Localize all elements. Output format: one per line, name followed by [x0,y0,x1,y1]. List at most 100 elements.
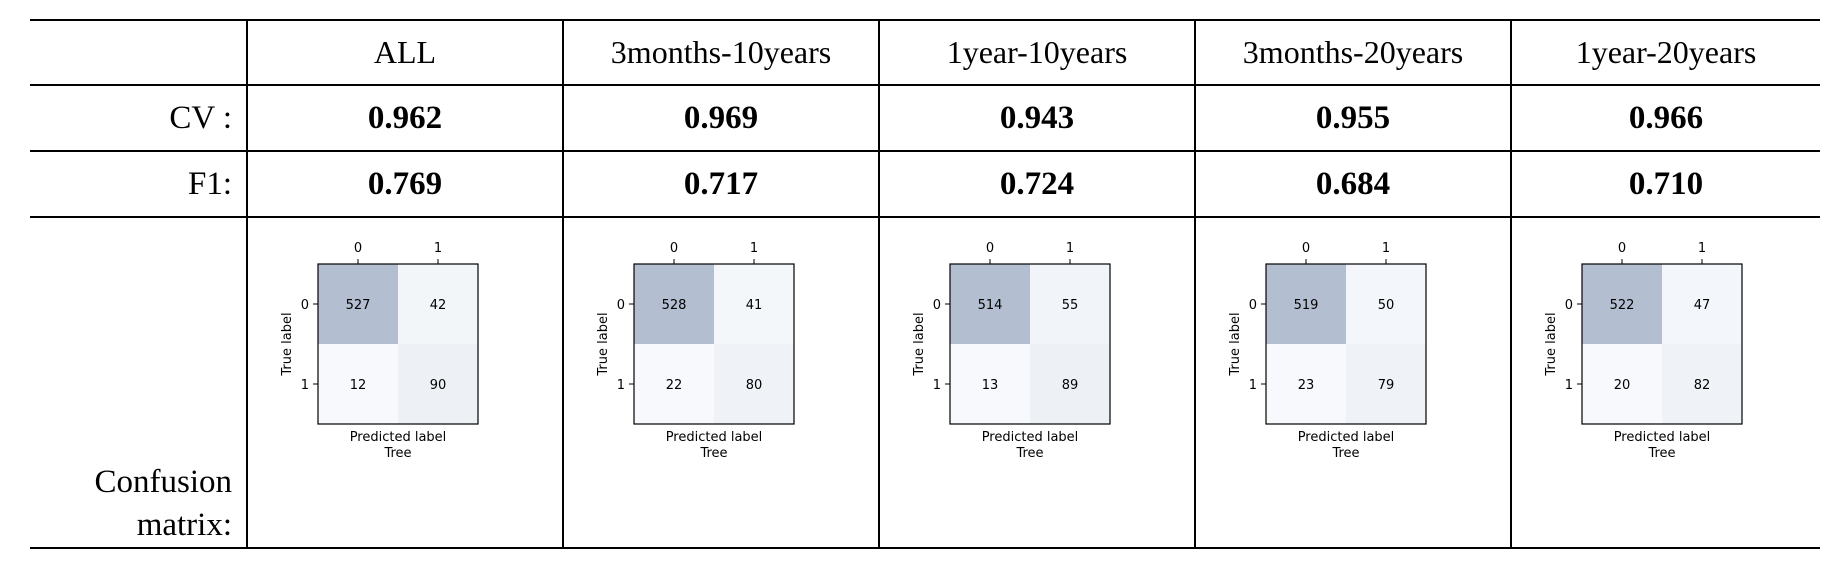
y-tick-label: 0 [617,298,625,313]
matrix-cell [398,264,478,344]
matrix-cell [714,344,794,424]
x-tick-label: 1 [750,241,758,256]
matrix-cell-value: 47 [1694,298,1711,313]
matrix-cell-value: 42 [430,298,447,313]
cv-value: 0.943 [999,99,1075,136]
matrix-cell-value: 22 [666,378,683,393]
matrix-cell-value: 55 [1062,298,1079,313]
y-axis-label: True label [280,312,295,376]
f1-value: 0.724 [999,165,1075,202]
confusion-matrix-1y-10y: 514 55 13 89 0 1 0 1 Predicted label Tree True lab… [880,218,1194,547]
matrix-cell-value: 23 [1298,378,1315,393]
confusion-matrix-3m-10y: 528 41 22 80 0 1 0 1 Predicted label Tree True lab… [564,218,878,547]
y-tick-label: 0 [1249,298,1257,313]
matrix-cell [318,264,398,344]
confusion-matrix-3m-20y: 519 50 23 79 0 1 0 1 Predicted label Tree True lab… [1196,218,1510,547]
matrix-cell-value: 90 [430,378,447,393]
matrix-cell-value: 528 [662,298,687,313]
rule-top [30,19,1820,21]
y-axis-label: True label [1228,312,1243,376]
matrix-cell [950,344,1030,424]
matrix-cell-value: 20 [1614,378,1631,393]
matrix-cell [398,344,478,424]
rule-bottom [30,547,1820,549]
col-divider [1510,19,1512,549]
column-header-1y-20y: 1year-20years [1575,34,1757,70]
x-axis-label: Predicted label [350,430,447,445]
matrix-cell-value: 82 [1694,378,1711,393]
x-tick-label: 0 [670,241,678,256]
matrix-frame [1265,263,1427,425]
y-tick-label: 1 [1249,378,1257,393]
y-tick-label: 1 [301,378,309,393]
matrix-cell [1346,264,1426,344]
chart-title: Tree [1015,446,1043,461]
column-header-all: ALL [373,34,437,70]
y-tick-label: 1 [1565,378,1573,393]
matrix-cell-value: 514 [978,298,1003,313]
matrix-cell-value: 80 [746,378,763,393]
x-tick-label: 0 [354,241,362,256]
y-axis-label: True label [912,312,927,376]
column-header-3m-10y: 3months-10years [610,34,832,70]
y-axis-label: True label [596,312,611,376]
matrix-cell [634,344,714,424]
x-axis-label: Predicted label [982,430,1079,445]
x-axis-label: Predicted label [666,430,763,445]
f1-value: 0.710 [1628,165,1704,202]
matrix-cell-value: 50 [1378,298,1395,313]
matrix-cell [1346,344,1426,424]
cv-value: 0.966 [1628,99,1704,136]
rule-header [30,84,1820,86]
cv-value: 0.962 [367,99,443,136]
matrix-cell [714,264,794,344]
y-tick-label: 1 [933,378,941,393]
y-tick-label: 0 [301,298,309,313]
matrix-cell [1662,344,1742,424]
matrix-cell-value: 89 [1062,378,1079,393]
col-divider [246,19,248,549]
row-label-confusion-matrix: Confusion matrix: [30,218,246,547]
matrix-frame [633,263,795,425]
matrix-cell-value: 12 [350,378,367,393]
chart-title: Tree [699,446,727,461]
col-divider [562,19,564,549]
matrix-frame [949,263,1111,425]
rule-f1 [30,216,1820,218]
y-tick-label: 0 [1565,298,1573,313]
rule-cv [30,150,1820,152]
x-tick-label: 0 [1302,241,1310,256]
matrix-cell [1030,344,1110,424]
x-tick-label: 1 [434,241,442,256]
f1-value: 0.717 [683,165,759,202]
y-axis-label: True label [1544,312,1559,376]
x-tick-label: 0 [1618,241,1626,256]
matrix-frame [317,263,479,425]
col-divider [1194,19,1196,549]
matrix-cell [1582,264,1662,344]
confusion-matrix-all: 527 42 12 90 0 1 0 1 Predicted label Tree True lab… [248,218,562,547]
matrix-cell-value: 41 [746,298,763,313]
matrix-cell-value: 79 [1378,378,1395,393]
matrix-cell [634,264,714,344]
matrix-cell [1662,264,1742,344]
matrix-cell-value: 527 [346,298,371,313]
matrix-cell-value: 13 [982,378,999,393]
matrix-cell-value: 519 [1294,298,1319,313]
matrix-cell [950,264,1030,344]
f1-value: 0.684 [1315,165,1391,202]
chart-title: Tree [383,446,411,461]
f1-value: 0.769 [367,165,443,202]
y-tick-label: 0 [933,298,941,313]
x-tick-label: 1 [1698,241,1706,256]
matrix-frame [1581,263,1743,425]
x-axis-label: Predicted label [1614,430,1711,445]
matrix-cell [1266,344,1346,424]
results-table: ALL 3months-10years 1year-10years 3month… [30,19,1820,549]
x-axis-label: Predicted label [1298,430,1395,445]
